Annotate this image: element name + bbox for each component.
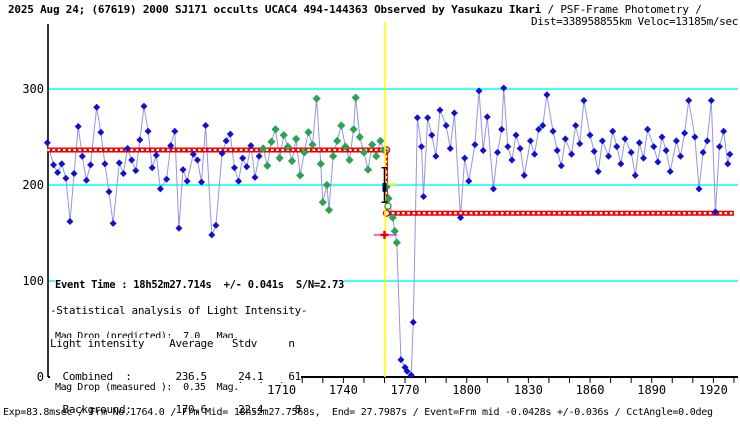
stats-combined-row: Combined : 236.5 24.1 61 — [50, 370, 301, 383]
stats-header: -Statistical analysis of Light Intensity… — [50, 304, 308, 317]
svg-text:1890: 1890 — [637, 383, 666, 397]
green-circle-marker — [384, 202, 392, 210]
svg-text:100: 100 — [22, 274, 44, 288]
y-axis-labels: 0 100 200 300 — [22, 82, 44, 384]
svg-text:1740: 1740 — [329, 383, 358, 397]
distance-velocity-readout: Dist=338958855km Veloc=13185m/sec — [531, 15, 738, 28]
frame-timing-status-line: Exp=83.8msec / Frm No.1764.0 / Frm Mid= … — [3, 407, 713, 418]
event-time-block: Event Time : 18h52m27.714s +/- 0.041s S/… — [55, 240, 344, 425]
svg-text:0: 0 — [37, 370, 44, 384]
svg-text:1800: 1800 — [452, 383, 481, 397]
svg-text:1770: 1770 — [391, 383, 420, 397]
chart-title-method: / PSF-Frame Photometry / — [547, 3, 702, 16]
svg-text:1830: 1830 — [514, 383, 543, 397]
statistical-analysis-block: -Statistical analysis of Light Intensity… — [50, 283, 313, 425]
mag-drop-measured-line: Mag Drop (measured ): 0.35 Mag. — [55, 381, 239, 394]
svg-text:1710: 1710 — [267, 383, 296, 397]
svg-text:1920: 1920 — [699, 383, 728, 397]
data-points — [43, 84, 734, 379]
chart-title-main: 2025 Aug 24; (67619) 2000 SJ171 occults … — [8, 3, 548, 16]
svg-text:300: 300 — [22, 82, 44, 96]
stats-background-row: Background: 170.6 22.4 8 — [50, 403, 301, 416]
event-time-markers — [373, 22, 398, 377]
stats-col-headers: Light intensity Average Stdv n — [50, 337, 295, 350]
chart-title: 2025 Aug 24; (67619) 2000 SJ171 occults … — [8, 3, 702, 16]
svg-text:1860: 1860 — [576, 383, 605, 397]
event-time-line: Event Time : 18h52m27.714s +/- 0.041s S/… — [55, 278, 345, 292]
svg-text:200: 200 — [22, 178, 44, 192]
